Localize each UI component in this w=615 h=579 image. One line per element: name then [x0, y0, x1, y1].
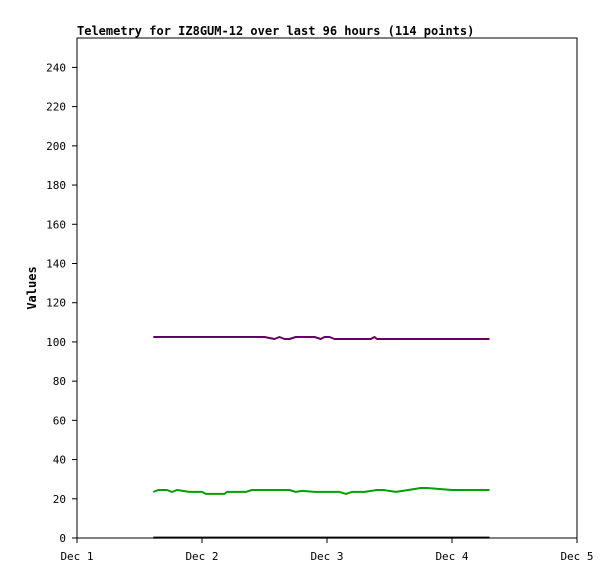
x-tick-label: Dec 4 [435, 550, 468, 563]
y-tick-label: 80 [53, 375, 66, 388]
y-tick-label: 200 [46, 140, 66, 153]
y-tick-label: 220 [46, 101, 66, 114]
y-tick-label: 100 [46, 336, 66, 349]
y-tick-label: 160 [46, 218, 66, 231]
y-tick-label: 40 [53, 454, 66, 467]
x-axis: Dec 1 Dec 2 Dec 3 Dec 4 Dec 5 [60, 538, 594, 563]
y-tick-label: 60 [53, 414, 66, 427]
y-tick-label: 20 [53, 493, 66, 506]
chart-title: Telemetry for IZ8GUM-12 over last 96 hou… [77, 24, 474, 38]
y-tick-label: 0 [59, 532, 66, 545]
x-tick-label: Dec 1 [60, 550, 93, 563]
plot-area-frame [76, 37, 578, 539]
y-axis-label: Values [25, 266, 39, 309]
series-line-1 [153, 336, 490, 340]
y-tick-label: 180 [46, 179, 66, 192]
x-tick-label: Dec 2 [185, 550, 218, 563]
y-tick-label: 240 [46, 61, 66, 74]
x-tick-label: Dec 3 [310, 550, 343, 563]
series-line-2 [152, 487, 490, 495]
x-tick-label: Dec 5 [560, 550, 593, 563]
y-axis: 0 20 40 60 80 100 120 140 160 180 200 220 240 [46, 61, 77, 545]
series-layer [152, 336, 490, 539]
y-tick-label: 140 [46, 257, 66, 270]
y-tick-label: 120 [46, 297, 66, 310]
